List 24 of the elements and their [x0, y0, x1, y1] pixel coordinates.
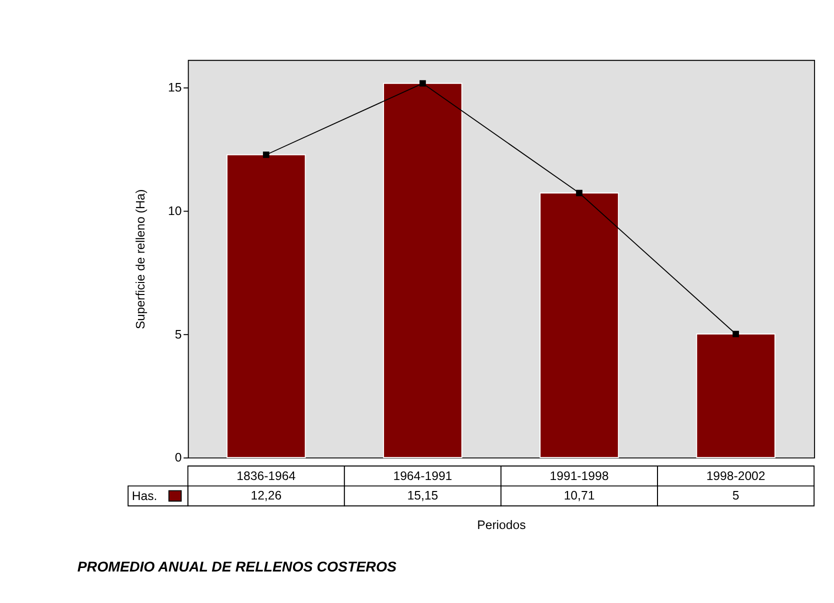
point [576, 190, 582, 196]
y-tick-label: 10 [168, 204, 182, 218]
x-tick-label: 1998-2002 [706, 468, 766, 483]
point [262, 152, 270, 158]
data-label: 10,71 [564, 488, 595, 503]
y-tick-label: 15 [168, 80, 182, 94]
x-tick-label: 1964-1991 [393, 468, 452, 483]
y-tick-label: 5 [174, 327, 182, 342]
data-label: 15,15 [407, 488, 438, 503]
x-tick-label: 1836-1964 [236, 468, 296, 483]
data-label: 5 [732, 488, 740, 503]
point [420, 80, 426, 87]
y-axis-title: Superficie de relleno (Ha) [133, 189, 148, 330]
y-tick-label: 0 [174, 450, 182, 465]
data-label: 12,26 [250, 488, 282, 503]
bar [540, 192, 619, 458]
bar [226, 154, 306, 458]
x-tick-label: 1991-1998 [550, 468, 609, 483]
bar [383, 82, 462, 458]
text: PROMEDIO ANUAL DE RELLENOS COSTEROS [77, 559, 397, 576]
bar [696, 334, 776, 458]
point [732, 330, 739, 338]
x-axis-title: Periodos [477, 518, 526, 532]
legend-label: Has. [132, 489, 158, 504]
